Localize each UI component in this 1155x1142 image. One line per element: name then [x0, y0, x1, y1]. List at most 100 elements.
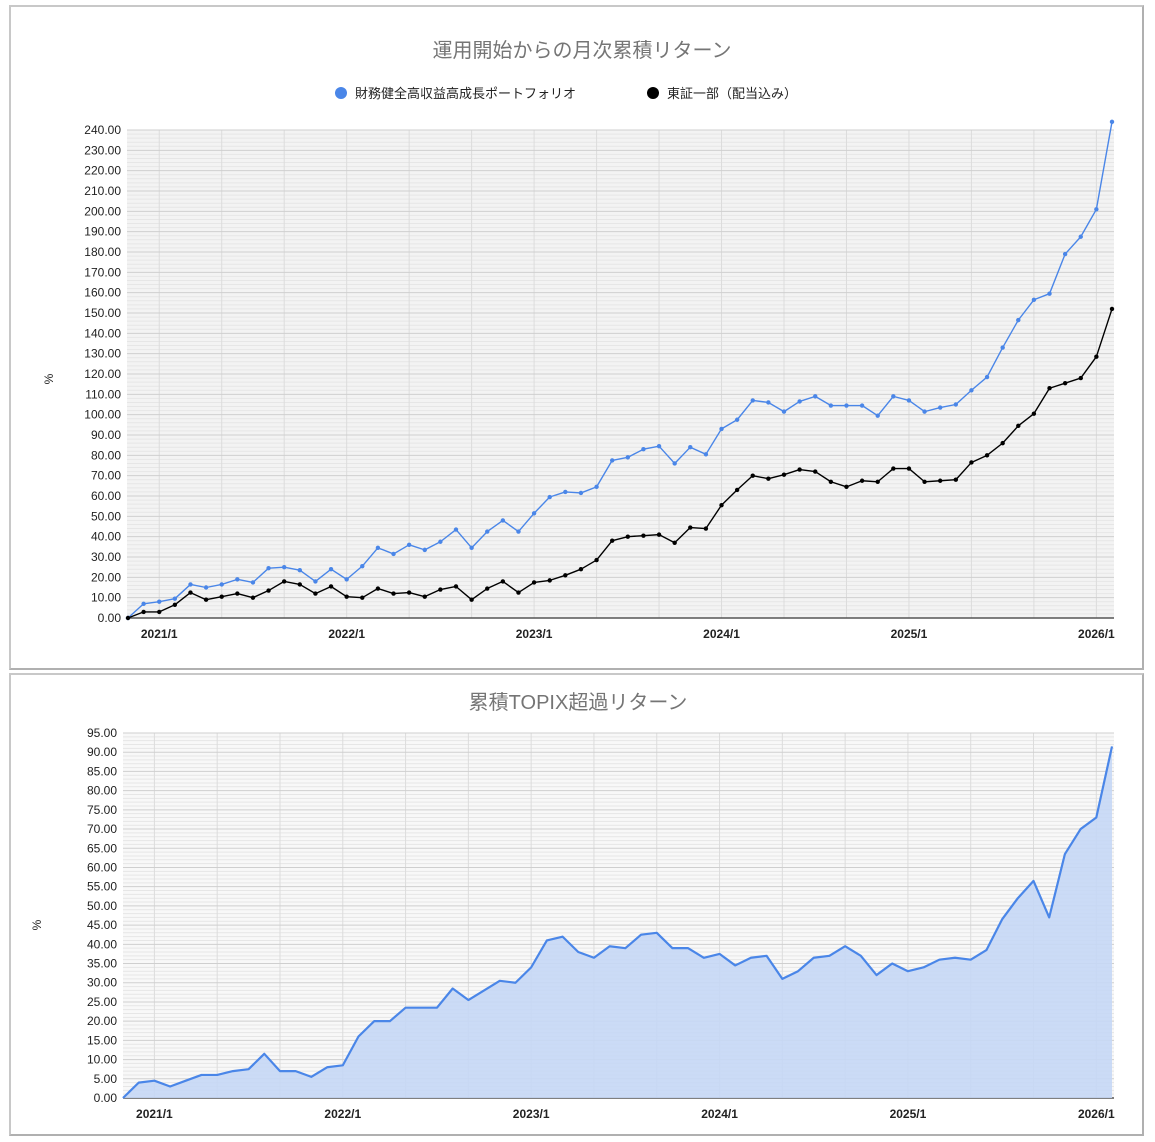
data-point[interactable] [969, 388, 974, 393]
data-point[interactable] [531, 511, 537, 516]
data-point[interactable] [250, 580, 256, 585]
data-point[interactable] [594, 557, 599, 563]
data-point[interactable] [281, 564, 287, 570]
data-point[interactable] [813, 469, 818, 474]
data-point[interactable] [656, 443, 662, 449]
data-point[interactable] [813, 394, 818, 399]
data-point[interactable] [516, 590, 521, 595]
data-point[interactable] [750, 398, 755, 403]
data-point[interactable] [703, 452, 709, 457]
data-point[interactable] [422, 547, 427, 553]
data-point[interactable] [391, 551, 396, 557]
data-point[interactable] [891, 394, 896, 399]
data-point[interactable] [469, 597, 474, 602]
data-point[interactable] [1094, 207, 1099, 212]
data-point[interactable] [516, 529, 521, 534]
data-point[interactable] [922, 409, 927, 414]
data-point[interactable] [375, 545, 381, 551]
data-point[interactable] [937, 405, 943, 410]
data-point[interactable] [219, 594, 224, 599]
data-point[interactable] [188, 582, 193, 587]
data-point[interactable] [406, 590, 412, 595]
data-point[interactable] [1078, 375, 1083, 381]
data-point[interactable] [688, 445, 693, 450]
data-point[interactable] [969, 460, 974, 465]
data-point[interactable] [235, 591, 240, 596]
data-point[interactable] [157, 599, 162, 604]
data-point[interactable] [625, 534, 631, 539]
data-point[interactable] [1016, 423, 1021, 429]
data-point[interactable] [141, 601, 146, 606]
data-point[interactable] [984, 453, 990, 458]
data-point[interactable] [172, 596, 178, 601]
data-point[interactable] [563, 573, 568, 578]
data-point[interactable] [906, 398, 912, 403]
data-point[interactable] [937, 478, 943, 483]
data-point[interactable] [266, 565, 271, 571]
data-point[interactable] [344, 594, 349, 599]
data-point[interactable] [453, 527, 459, 532]
data-point[interactable] [203, 597, 209, 602]
data-point[interactable] [141, 609, 146, 615]
data-point[interactable] [703, 526, 709, 531]
data-point[interactable] [875, 413, 880, 418]
data-point[interactable] [1078, 234, 1083, 239]
data-point[interactable] [688, 525, 693, 530]
data-point[interactable] [297, 568, 303, 573]
data-point[interactable] [953, 402, 959, 407]
data-point[interactable] [360, 595, 365, 600]
data-point[interactable] [281, 579, 287, 584]
data-point[interactable] [750, 473, 755, 478]
data-point[interactable] [188, 590, 193, 595]
data-point[interactable] [1062, 251, 1068, 257]
data-point[interactable] [453, 584, 459, 589]
data-point[interactable] [1109, 306, 1115, 312]
data-point[interactable] [828, 479, 834, 484]
data-point[interactable] [797, 467, 802, 472]
data-point[interactable] [313, 579, 318, 584]
data-point[interactable] [438, 539, 443, 544]
data-point[interactable] [1031, 297, 1037, 302]
data-point[interactable] [781, 472, 787, 477]
data-point[interactable] [984, 374, 990, 380]
data-point[interactable] [766, 400, 771, 405]
data-point[interactable] [328, 567, 334, 572]
data-point[interactable] [891, 466, 896, 471]
data-point[interactable] [578, 567, 584, 572]
data-point[interactable] [797, 399, 802, 404]
data-point[interactable] [203, 585, 209, 590]
data-point[interactable] [563, 489, 568, 495]
data-point[interactable] [500, 579, 506, 584]
data-point[interactable] [235, 577, 240, 582]
data-point[interactable] [734, 487, 740, 493]
data-point[interactable] [641, 533, 646, 538]
data-point[interactable] [297, 582, 303, 587]
data-point[interactable] [1109, 119, 1115, 125]
data-point[interactable] [438, 587, 443, 592]
data-point[interactable] [1094, 354, 1099, 359]
data-point[interactable] [1047, 291, 1052, 296]
data-point[interactable] [656, 532, 662, 537]
data-point[interactable] [844, 403, 849, 408]
data-point[interactable] [485, 529, 490, 534]
data-point[interactable] [922, 479, 927, 484]
data-point[interactable] [391, 591, 396, 596]
data-point[interactable] [313, 591, 318, 596]
data-point[interactable] [360, 563, 365, 569]
data-point[interactable] [906, 466, 912, 471]
data-point[interactable] [328, 584, 334, 589]
data-point[interactable] [609, 538, 615, 543]
data-point[interactable] [344, 577, 349, 582]
data-point[interactable] [250, 595, 256, 600]
data-point[interactable] [641, 447, 646, 452]
data-point[interactable] [859, 403, 865, 408]
data-point[interactable] [547, 578, 552, 583]
data-point[interactable] [594, 484, 599, 490]
data-point[interactable] [781, 409, 787, 414]
data-point[interactable] [1000, 440, 1005, 446]
data-point[interactable] [1000, 345, 1005, 350]
data-point[interactable] [406, 542, 412, 547]
data-point[interactable] [469, 545, 474, 551]
data-point[interactable] [157, 609, 162, 615]
data-point[interactable] [500, 518, 506, 523]
